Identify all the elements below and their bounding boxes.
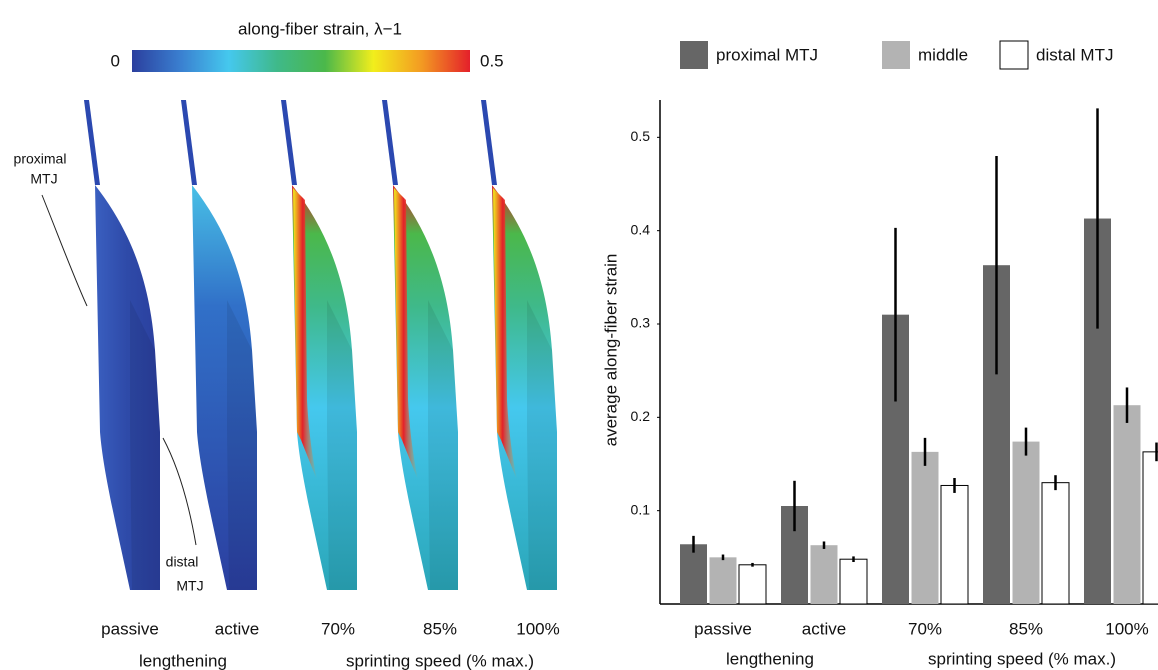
muscle-hotspot	[394, 188, 418, 480]
bar	[1113, 405, 1141, 604]
bar	[1041, 482, 1070, 605]
muscle-body	[393, 185, 458, 590]
tendon	[84, 100, 100, 185]
bar	[839, 558, 868, 605]
muscle-body	[292, 185, 357, 590]
x-tick-label: active	[802, 619, 846, 638]
legend-swatch	[999, 40, 1029, 70]
muscle-hotspot	[293, 188, 317, 480]
tendon	[181, 100, 197, 185]
annotation: distal	[166, 554, 199, 570]
panel-label: active	[215, 619, 259, 638]
legend-label: distal MTJ	[1036, 45, 1113, 64]
y-tick-label: 0.2	[631, 408, 651, 424]
group-label: sprinting speed (% max.)	[928, 649, 1116, 668]
group-label: sprinting speed (% max.)	[346, 651, 534, 670]
muscle-shade	[428, 300, 458, 590]
muscle-body	[492, 185, 557, 590]
bar	[911, 451, 939, 604]
muscle-shade	[227, 300, 257, 590]
y-tick-label: 0.3	[631, 315, 651, 331]
y-tick-label: 0.1	[631, 501, 651, 517]
y-tick-label: 0.4	[631, 221, 651, 237]
panel-label: 70%	[321, 619, 355, 638]
muscle-shade	[130, 300, 160, 590]
annotation: MTJ	[30, 171, 57, 187]
annotation: proximal	[14, 151, 67, 167]
colorbar-title: along-fiber strain, λ−1	[238, 19, 402, 38]
y-axis-title: average along-fiber strain	[601, 254, 620, 447]
annotation-line	[162, 437, 197, 546]
annotation-line	[41, 194, 88, 307]
muscle-shade	[327, 300, 357, 590]
muscle-hotspot	[493, 188, 517, 480]
legend-label: proximal MTJ	[716, 45, 818, 64]
colorbar-tick-label: 0.5	[480, 51, 504, 70]
colorbar	[132, 50, 470, 72]
bar	[940, 484, 969, 605]
x-tick-label: 70%	[908, 619, 942, 638]
group-label: lengthening	[139, 651, 227, 670]
bar	[680, 544, 707, 604]
legend-label: middle	[918, 45, 968, 64]
muscle-body	[95, 185, 160, 590]
muscle-shade	[527, 300, 557, 590]
panel-label: passive	[101, 619, 159, 638]
group-label: lengthening	[726, 649, 814, 668]
colorbar-tick-label: 0	[111, 51, 120, 70]
bar	[1142, 451, 1158, 605]
bar-chart: 0.1 0.2 0.3 0.4 0.5 average along-fiber strai…	[601, 40, 1158, 668]
annotation: MTJ	[176, 578, 203, 594]
tendon	[281, 100, 297, 185]
panel-label: 100%	[516, 619, 559, 638]
bar	[738, 564, 767, 605]
bar	[709, 557, 737, 604]
tendon	[382, 100, 398, 185]
x-tick-label: 100%	[1105, 619, 1148, 638]
legend-swatch	[680, 41, 708, 69]
muscle-panel: along-fiber strain, λ−1 0 0.5 passive active…	[14, 19, 560, 670]
bar	[1012, 441, 1040, 604]
muscle-body	[192, 185, 257, 590]
x-tick-label: 85%	[1009, 619, 1043, 638]
bar	[810, 545, 838, 604]
panel-label: 85%	[423, 619, 457, 638]
y-tick-label: 0.5	[631, 128, 651, 144]
x-tick-label: passive	[694, 619, 752, 638]
legend-swatch	[882, 41, 910, 69]
tendon	[481, 100, 497, 185]
